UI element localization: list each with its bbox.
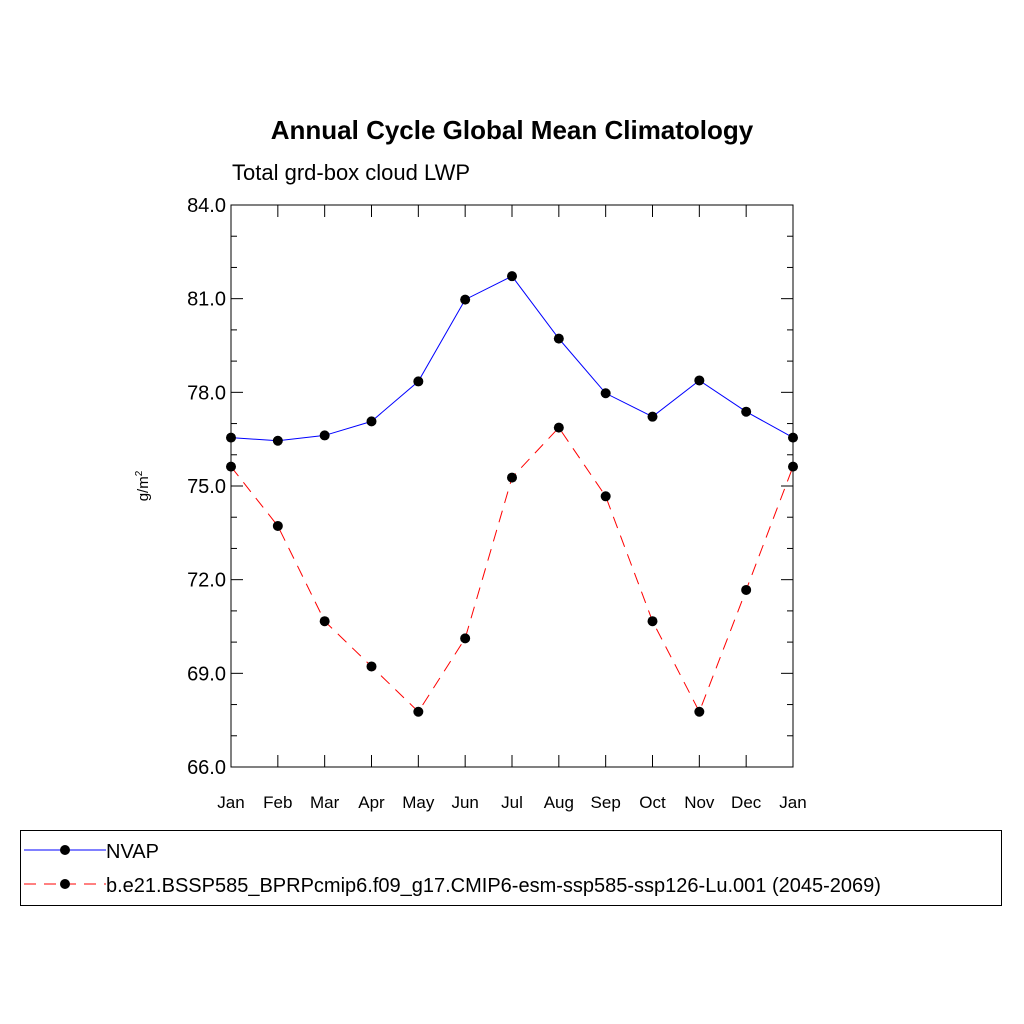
x-tick-label: Mar [310, 793, 340, 812]
series-1-point [460, 633, 471, 644]
x-tick-label: Jul [501, 793, 523, 812]
series-1-point [741, 584, 752, 595]
x-tick-label: Jan [779, 793, 806, 812]
y-tick-label: 84.0 [187, 195, 226, 217]
series-0-point [600, 388, 611, 399]
series-line-0 [230, 275, 794, 442]
series-0-point [319, 430, 330, 441]
x-tick-label: May [402, 793, 435, 812]
chart-title: Annual Cycle Global Mean Climatology [271, 115, 754, 145]
series-0-point [366, 416, 377, 427]
x-tick-label: Jan [217, 793, 244, 812]
x-axis: Jan Feb Mar Apr May Jun Jul Aug Sep Oct Nov Dec Jan [217, 205, 807, 812]
series-1-point [366, 661, 377, 672]
x-tick-label: Oct [639, 793, 666, 812]
legend: NVAP b.e21.BSSP585_BPRPcmip6.f09_g17.CMI… [24, 841, 881, 897]
legend-label-model: b.e21.BSSP585_BPRPcmip6.f09_g17.CMIP6-es… [106, 875, 881, 897]
y-tick-label: 69.0 [187, 663, 226, 685]
legend-entry-model: b.e21.BSSP585_BPRPcmip6.f09_g17.CMIP6-es… [24, 875, 881, 897]
plot-frame [230, 204, 794, 768]
y-tick-label: 72.0 [187, 570, 226, 592]
series-1-point [553, 422, 564, 433]
series-1-point [600, 491, 611, 502]
series-1-point [507, 472, 517, 483]
series-1-point [319, 616, 330, 627]
series-0-point [507, 271, 517, 282]
x-tick-label: Nov [684, 793, 715, 812]
series-0-point [226, 432, 236, 443]
series-1-point [226, 461, 236, 472]
series-0-point [553, 333, 564, 344]
x-tick-label: Aug [544, 793, 574, 812]
series-0-point [694, 375, 705, 386]
series-0-point [647, 411, 658, 422]
series-1-point [694, 706, 705, 717]
series-1-point [272, 520, 283, 531]
x-tick-label: Feb [263, 793, 292, 812]
series-0-point [460, 294, 471, 305]
y-tick-label: 75.0 [187, 476, 226, 498]
y-axis-label: g/m2 [134, 470, 152, 501]
series-line-1 [230, 426, 794, 713]
series-1-point [413, 706, 424, 717]
series-0-point [272, 435, 283, 446]
y-tick-label: 81.0 [187, 289, 226, 311]
series-layer [226, 271, 798, 717]
x-tick-label: Dec [731, 793, 762, 812]
y-tick-label: 66.0 [187, 757, 226, 779]
series-0-point [788, 432, 798, 443]
x-tick-label: Sep [591, 793, 621, 812]
x-tick-label: Jun [451, 793, 478, 812]
legend-box [20, 830, 1002, 906]
legend-entry-nvap: NVAP [24, 841, 159, 863]
series-1-point [788, 461, 798, 472]
y-tick-label: 78.0 [187, 382, 226, 404]
series-0-point [413, 376, 424, 387]
legend-label-nvap: NVAP [106, 841, 159, 863]
legend-marker-nvap [60, 845, 70, 855]
series-1-point [647, 616, 658, 627]
x-tick-label: Apr [358, 793, 385, 812]
chart-subtitle: Total grd-box cloud LWP [232, 160, 470, 185]
legend-marker-model [60, 879, 70, 889]
y-axis: 66.0 69.0 72.0 75.0 78.0 81.0 84.0 [187, 195, 793, 779]
series-0-point [741, 406, 752, 417]
